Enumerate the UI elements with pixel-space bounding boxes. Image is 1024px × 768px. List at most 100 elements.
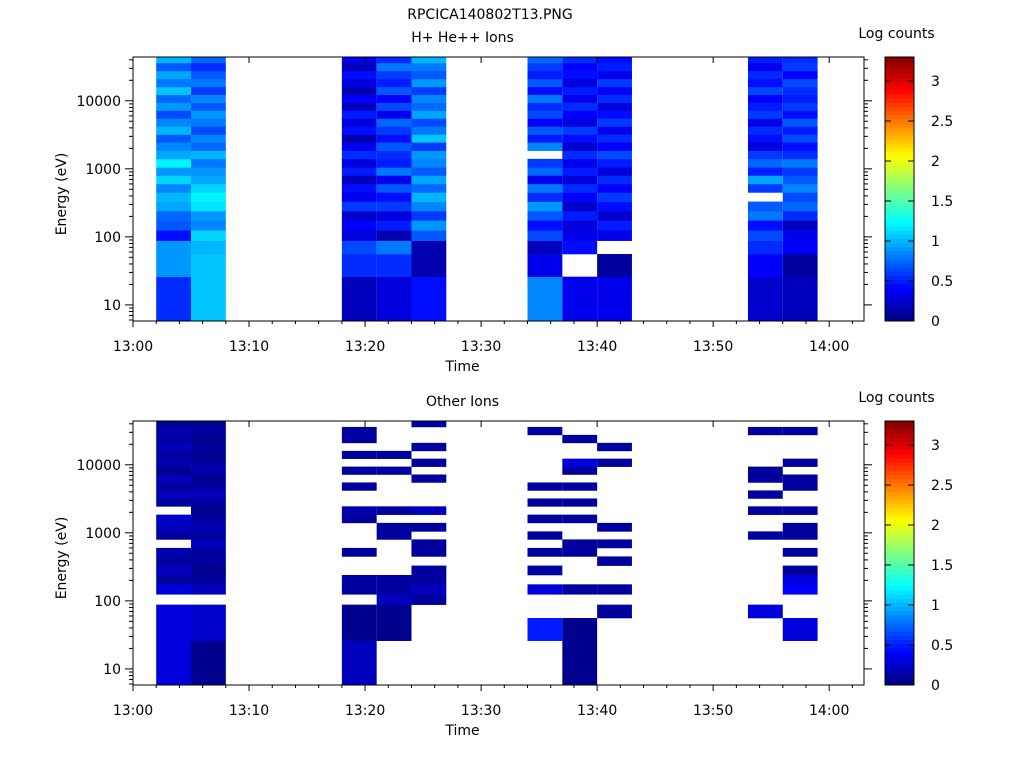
heatmap-cell — [341, 86, 377, 95]
heatmap-cell — [527, 70, 563, 80]
heatmap-cell — [376, 230, 412, 241]
heatmap-cell — [376, 506, 412, 515]
heatmap-cell — [527, 220, 563, 231]
heatmap-cell — [411, 442, 447, 452]
colorbar-tick-label: 1.5 — [931, 558, 953, 574]
heatmap-cell — [597, 183, 632, 193]
colorbar-swatch — [885, 487, 914, 492]
colorbar-swatch — [885, 172, 914, 178]
heatmap-cell — [156, 110, 192, 119]
y-tick-label: 10 — [103, 298, 121, 314]
heatmap-cell — [411, 86, 447, 95]
heatmap-cell — [341, 78, 377, 88]
heatmap-cell — [782, 565, 818, 576]
heatmap-cell — [597, 230, 632, 241]
colorbar-swatch — [885, 491, 914, 496]
colorbar-swatch — [885, 598, 914, 603]
heatmap-cell — [376, 175, 412, 185]
colorbar-swatch — [885, 454, 914, 459]
colorbar-swatch — [885, 536, 914, 542]
colorbar-swatch — [885, 61, 914, 66]
heatmap-cell — [597, 276, 632, 322]
heatmap-cell — [411, 150, 447, 160]
colorbar-tick-label: 1 — [931, 598, 940, 614]
heatmap-cell — [562, 539, 598, 549]
heatmap-cell — [597, 167, 632, 176]
heatmap-cell — [562, 458, 598, 467]
panel-other-ions: 13:00 13:10 13:20 13:30 13:40 13:50 14:0010100… — [54, 390, 953, 739]
heatmap-cell — [747, 230, 783, 241]
heatmap-cell — [597, 201, 632, 212]
heatmap-cell — [191, 210, 226, 221]
heatmap-cell — [376, 594, 412, 605]
heatmap-cell — [527, 62, 563, 72]
heatmap-cell — [191, 574, 226, 585]
heatmap-cell — [527, 584, 563, 595]
heatmap-cell — [341, 175, 377, 185]
heatmap-cell — [562, 142, 598, 151]
heatmap-cell — [156, 175, 192, 185]
heatmap-cell — [562, 210, 598, 221]
heatmap-cell — [562, 134, 598, 143]
colorbar-swatch — [885, 164, 914, 169]
heatmap-cell — [527, 230, 563, 241]
heatmap-cell — [376, 62, 412, 72]
x-tick-label: 13:10 — [229, 703, 269, 719]
heatmap-cell — [562, 78, 598, 88]
heatmap-cell — [191, 78, 226, 88]
heatmap-cell — [376, 167, 412, 176]
heatmap-cell — [411, 539, 447, 549]
colorbar-swatch — [885, 230, 914, 235]
heatmap-cell — [341, 506, 377, 515]
heatmap-cell — [191, 604, 226, 619]
heatmap-cell — [562, 167, 598, 176]
heatmap-cell — [376, 78, 412, 88]
colorbar-swatch — [885, 217, 914, 223]
heatmap-cell — [597, 86, 632, 95]
heatmap-cell — [191, 70, 226, 80]
heatmap-cell — [376, 134, 412, 143]
heatmap-cell — [597, 584, 632, 595]
heatmap-cell — [782, 584, 818, 595]
heatmap-cell — [376, 618, 412, 641]
heatmap-cell — [156, 458, 192, 467]
heatmap-cell — [782, 134, 818, 143]
heatmap-cell — [562, 201, 598, 212]
heatmap-cell — [411, 594, 447, 605]
colorbar-swatch — [885, 520, 914, 525]
colorbar-swatch — [885, 680, 914, 686]
colorbar-swatch — [885, 458, 914, 463]
x-tick-label: 13:00 — [113, 339, 153, 355]
y-axis-label: Energy (eV) — [54, 153, 70, 236]
heatmap-cell — [597, 102, 632, 111]
heatmap-cell — [747, 604, 783, 619]
x-tick-label: 13:40 — [577, 703, 617, 719]
colorbar-swatch — [885, 246, 914, 252]
heatmap-cell — [782, 167, 818, 176]
heatmap-cell — [411, 506, 447, 515]
heatmap-cell — [411, 474, 447, 483]
heatmap-cell — [782, 175, 818, 185]
colorbar-swatch — [885, 627, 914, 632]
colorbar-swatch — [885, 561, 914, 566]
heatmap-cell — [747, 474, 783, 483]
colorbar-swatch — [885, 619, 914, 624]
heatmap-cell — [411, 584, 447, 595]
colorbar-swatch — [885, 184, 914, 190]
heatmap-cell — [376, 574, 412, 585]
heatmap-cell — [597, 210, 632, 221]
heatmap-cell — [156, 94, 192, 103]
heatmap-cell — [527, 426, 563, 436]
colorbar-swatch — [885, 205, 914, 211]
heatmap-cell — [597, 150, 632, 160]
heatmap-cell — [527, 482, 563, 491]
heatmap-cell — [562, 62, 598, 72]
heatmap-cell — [376, 183, 412, 193]
heatmap-cell — [597, 254, 632, 277]
heatmap-cell — [527, 618, 563, 641]
heatmap-cell — [341, 158, 377, 168]
x-tick-label: 13:00 — [113, 703, 153, 719]
heatmap-cell — [191, 102, 226, 111]
heatmap-cell — [376, 70, 412, 80]
colorbar-swatch — [885, 610, 914, 616]
